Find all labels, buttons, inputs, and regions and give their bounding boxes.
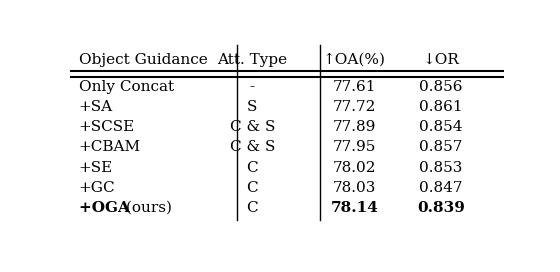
Text: -: -	[250, 80, 255, 94]
Text: C: C	[246, 201, 258, 215]
Text: ↑OA(%): ↑OA(%)	[323, 53, 386, 67]
Text: 78.14: 78.14	[330, 201, 378, 215]
Text: 78.02: 78.02	[333, 160, 376, 175]
Text: 0.861: 0.861	[419, 100, 463, 114]
Text: C: C	[246, 160, 258, 175]
Text: C: C	[246, 181, 258, 195]
Text: +SCSE: +SCSE	[78, 120, 135, 134]
Text: (ours): (ours)	[121, 201, 172, 215]
Text: 0.857: 0.857	[419, 140, 463, 154]
Text: 77.61: 77.61	[333, 80, 376, 94]
Text: ↓OR: ↓OR	[423, 53, 460, 67]
Text: C & S: C & S	[230, 120, 275, 134]
Text: +​OGA: +​OGA	[78, 201, 129, 215]
Text: +SA: +SA	[78, 100, 113, 114]
Text: Only Concat: Only Concat	[78, 80, 174, 94]
Text: +GC: +GC	[78, 181, 115, 195]
Text: Att. Type: Att. Type	[217, 53, 287, 67]
Text: 77.89: 77.89	[333, 120, 376, 134]
Text: Object Guidance: Object Guidance	[78, 53, 207, 67]
Text: S: S	[247, 100, 258, 114]
Text: +SE: +SE	[78, 160, 113, 175]
Text: 0.854: 0.854	[419, 120, 463, 134]
Text: +CBAM: +CBAM	[78, 140, 141, 154]
Text: 0.839: 0.839	[417, 201, 465, 215]
Text: 77.72: 77.72	[333, 100, 376, 114]
Text: 78.03: 78.03	[333, 181, 376, 195]
Text: C & S: C & S	[230, 140, 275, 154]
Text: 77.95: 77.95	[333, 140, 376, 154]
Text: 0.856: 0.856	[419, 80, 463, 94]
Text: 0.847: 0.847	[419, 181, 463, 195]
Text: 0.853: 0.853	[419, 160, 463, 175]
